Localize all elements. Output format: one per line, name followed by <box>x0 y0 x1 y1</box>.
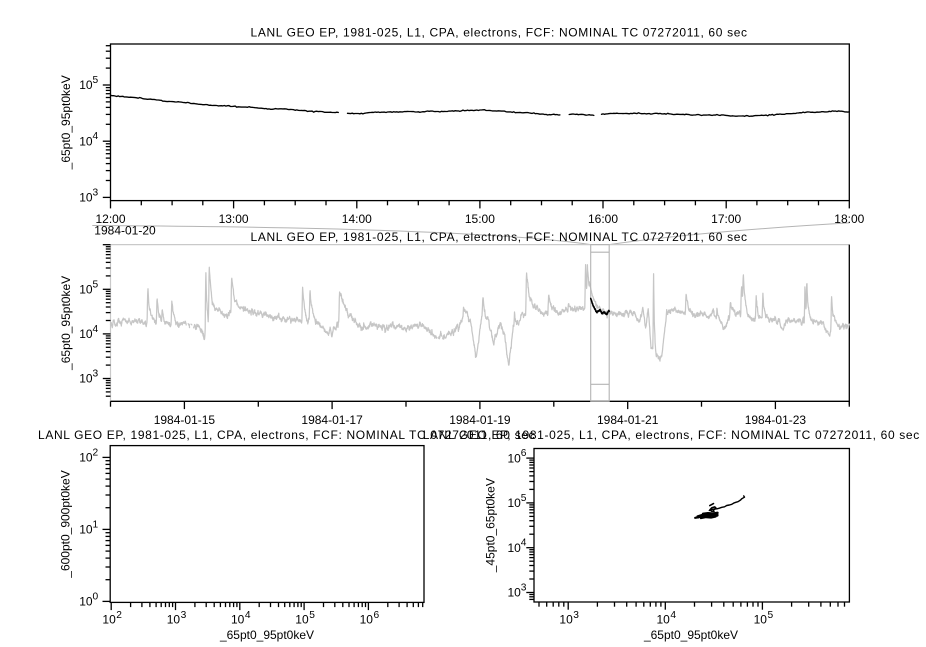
svg-text:10: 10 <box>657 613 671 627</box>
svg-text:4: 4 <box>245 610 251 621</box>
svg-text:_65pt0_95pt0keV: _65pt0_95pt0keV <box>643 628 738 642</box>
svg-text:10: 10 <box>508 541 522 555</box>
svg-text:_45pt0_65pt0keV: _45pt0_65pt0keV <box>483 478 497 573</box>
svg-text:10: 10 <box>167 613 181 627</box>
svg-text:10: 10 <box>79 78 93 92</box>
svg-text:10: 10 <box>295 613 309 627</box>
svg-text:10: 10 <box>79 595 93 609</box>
svg-text:0: 0 <box>93 591 99 602</box>
svg-text:5: 5 <box>768 610 774 621</box>
svg-text:10: 10 <box>231 613 245 627</box>
svg-text:12:00: 12:00 <box>95 212 125 226</box>
svg-text:10: 10 <box>559 613 573 627</box>
svg-text:4: 4 <box>93 324 99 335</box>
svg-text:10: 10 <box>79 523 93 537</box>
svg-text:17:00: 17:00 <box>711 212 741 226</box>
svg-text:3: 3 <box>93 187 99 198</box>
svg-text:14:00: 14:00 <box>342 212 372 226</box>
svg-text:6: 6 <box>521 448 527 459</box>
svg-text:1984-01-20: 1984-01-20 <box>94 224 156 238</box>
svg-text:5: 5 <box>309 610 315 621</box>
svg-text:3: 3 <box>521 583 527 594</box>
svg-text:4: 4 <box>521 538 527 549</box>
svg-text:5: 5 <box>93 75 99 86</box>
svg-text:1: 1 <box>93 519 99 530</box>
svg-text:3: 3 <box>573 610 579 621</box>
svg-text:_65pt0_95pt0keV: _65pt0_95pt0keV <box>59 276 73 371</box>
svg-text:5: 5 <box>521 493 527 504</box>
svg-text:LANL GEO EP, 1981-025, L1, CPA: LANL GEO EP, 1981-025, L1, CPA, electron… <box>251 26 748 40</box>
svg-text:LANL GEO EP, 1981-025, L1, CPA: LANL GEO EP, 1981-025, L1, CPA, electron… <box>251 230 748 244</box>
svg-text:LANL GEO EP, 1981-025, L1, CPA: LANL GEO EP, 1981-025, L1, CPA, electron… <box>38 428 535 442</box>
svg-text:6: 6 <box>374 610 380 621</box>
svg-text:1984-01-17: 1984-01-17 <box>301 413 363 427</box>
svg-text:_600pt0_900pt0keV: _600pt0_900pt0keV <box>59 470 73 578</box>
svg-text:15:00: 15:00 <box>465 212 495 226</box>
svg-text:_65pt0_95pt0keV: _65pt0_95pt0keV <box>59 75 73 170</box>
svg-text:10: 10 <box>754 613 768 627</box>
svg-text:10: 10 <box>79 451 93 465</box>
svg-text:1984-01-15: 1984-01-15 <box>154 413 216 427</box>
svg-text:2: 2 <box>116 610 122 621</box>
svg-text:4: 4 <box>93 131 99 142</box>
svg-text:2: 2 <box>93 447 99 458</box>
svg-text:10: 10 <box>508 451 522 465</box>
svg-text:1984-01-21: 1984-01-21 <box>597 413 659 427</box>
svg-text:1984-01-23: 1984-01-23 <box>745 413 807 427</box>
svg-text:18:00: 18:00 <box>834 212 864 226</box>
svg-text:5: 5 <box>93 279 99 290</box>
svg-text:10: 10 <box>79 134 93 148</box>
svg-text:10: 10 <box>508 496 522 510</box>
svg-text:1984-01-19: 1984-01-19 <box>449 413 511 427</box>
svg-text:10: 10 <box>79 372 93 386</box>
svg-text:4: 4 <box>670 610 676 621</box>
svg-text:10: 10 <box>79 327 93 341</box>
svg-text:LANL GEO EP, 1981-025, L1, CPA: LANL GEO EP, 1981-025, L1, CPA, electron… <box>423 428 920 442</box>
svg-text:10: 10 <box>79 191 93 205</box>
svg-text:13:00: 13:00 <box>219 212 249 226</box>
svg-text:_65pt0_95pt0keV: _65pt0_95pt0keV <box>219 628 314 642</box>
svg-text:16:00: 16:00 <box>588 212 618 226</box>
svg-text:10: 10 <box>102 613 116 627</box>
svg-text:10: 10 <box>508 586 522 600</box>
svg-text:3: 3 <box>93 369 99 380</box>
svg-text:10: 10 <box>360 613 374 627</box>
svg-text:3: 3 <box>181 610 187 621</box>
svg-text:10: 10 <box>79 283 93 297</box>
